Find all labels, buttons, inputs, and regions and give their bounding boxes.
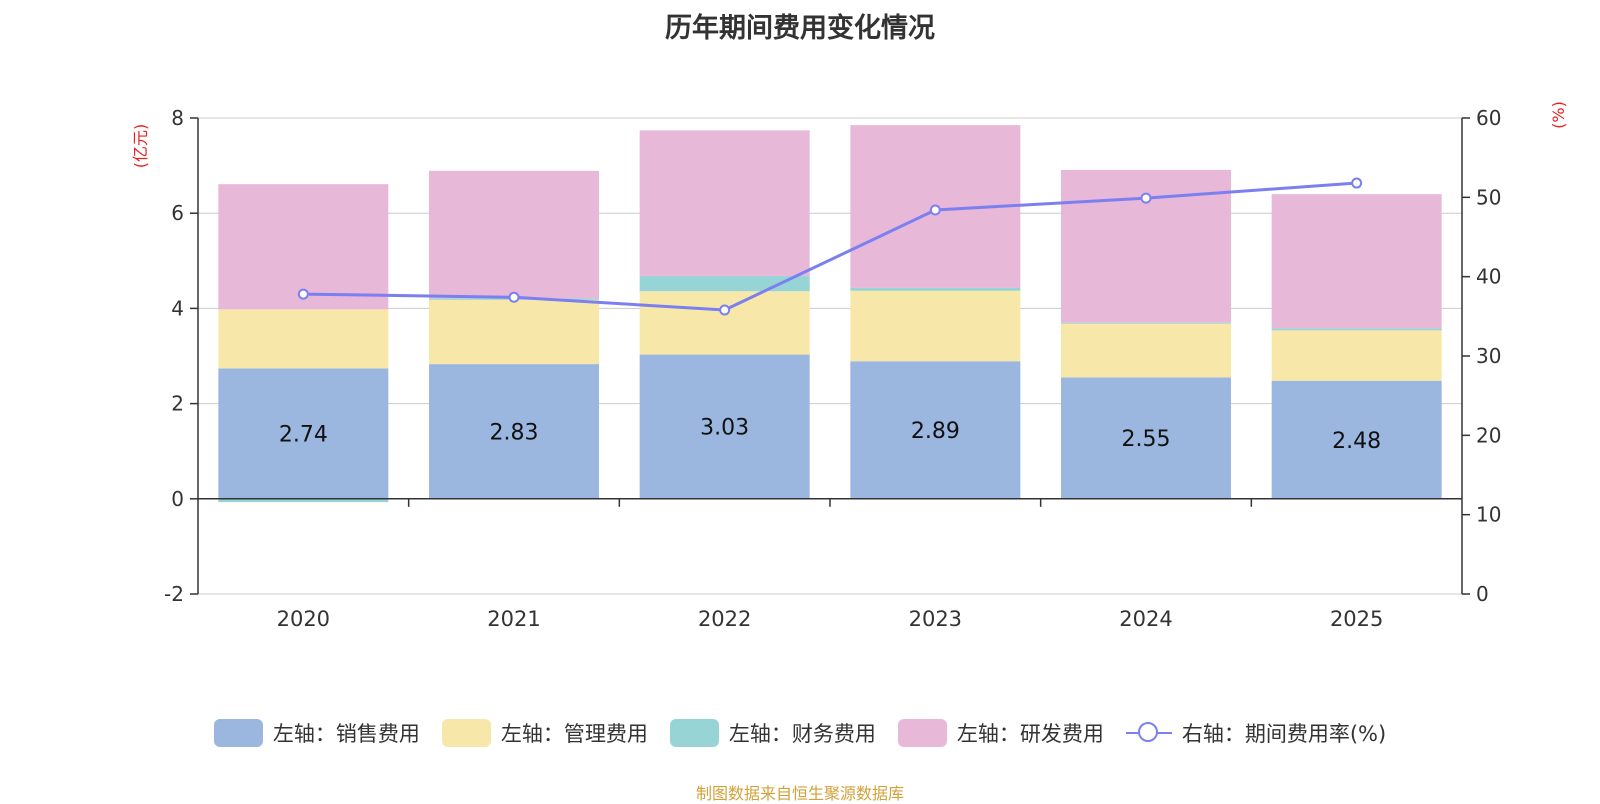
bar-2025-series-3 bbox=[1271, 194, 1442, 329]
bar-2024-series-0 bbox=[1061, 377, 1231, 499]
right-tick-label: 30 bbox=[1476, 344, 1501, 368]
bar-2021-series-1 bbox=[429, 299, 599, 365]
bar-2020-series-1 bbox=[218, 309, 389, 369]
data-label: 2.89 bbox=[911, 419, 960, 444]
data-label: 3.03 bbox=[700, 416, 749, 441]
x-tick-label: 2021 bbox=[487, 607, 540, 631]
left-tick-label: 6 bbox=[171, 201, 184, 225]
legend-item-finance[interactable]: 左轴：财务费用 bbox=[669, 718, 876, 748]
legend-label-finance: 左轴：财务费用 bbox=[728, 722, 876, 746]
bar-2025-series-1 bbox=[1271, 330, 1442, 381]
bar-2022-series-0 bbox=[639, 354, 810, 499]
chart-canvas: -2 0 2 4 6 8 0 10 20 30 40 50 60 2020 2021 2022 2023 2024… bbox=[131, 101, 1568, 631]
left-tick-label: 8 bbox=[171, 106, 184, 130]
legend: 左轴：销售费用 左轴：管理费用 左轴：财务费用 左轴：研发费用 右轴：期间费用率… bbox=[0, 718, 1600, 748]
left-axis-unit-label: (亿元) bbox=[131, 124, 150, 169]
bar-2023-series-1 bbox=[850, 290, 1021, 362]
right-tick-label: 10 bbox=[1476, 503, 1501, 527]
legend-label-admin: 左轴：管理费用 bbox=[500, 722, 648, 746]
bar-2021-series-0 bbox=[429, 364, 599, 499]
bar-2020-series-2 bbox=[218, 498, 389, 503]
legend-swatch-finance bbox=[669, 719, 719, 747]
rate-point bbox=[1351, 177, 1363, 189]
bar-2021-series-3 bbox=[429, 170, 599, 299]
right-tick-label: 0 bbox=[1476, 582, 1489, 606]
legend-item-sales[interactable]: 左轴：销售费用 bbox=[213, 718, 420, 748]
bar-2025-series-0 bbox=[1271, 380, 1442, 499]
bar-2023-series-0 bbox=[850, 361, 1021, 499]
legend-label-rd: 左轴：研发费用 bbox=[956, 722, 1104, 746]
legend-swatch-rd bbox=[897, 719, 947, 747]
source-note: 制图数据来自恒生聚源数据库 bbox=[695, 784, 904, 803]
left-tick-label: -2 bbox=[164, 582, 184, 606]
chart-title: 历年期间费用变化情况 bbox=[665, 13, 935, 44]
data-label: 2.55 bbox=[1122, 427, 1171, 452]
left-tick-label: 4 bbox=[171, 296, 184, 320]
left-tick-label: 2 bbox=[171, 392, 184, 416]
bar-2023-series-2 bbox=[850, 287, 1021, 291]
x-tick-label: 2023 bbox=[909, 607, 962, 631]
legend-label-sales: 左轴：销售费用 bbox=[272, 722, 420, 746]
right-tick-label: 40 bbox=[1476, 265, 1501, 289]
right-tick-label: 50 bbox=[1476, 185, 1501, 209]
legend-item-rate[interactable]: 右轴：期间费用率(%) bbox=[1125, 718, 1387, 748]
x-tick-label: 2025 bbox=[1330, 607, 1383, 631]
rate-point bbox=[719, 304, 731, 316]
legend-swatch-admin bbox=[441, 719, 491, 747]
x-tick-label: 2024 bbox=[1119, 607, 1172, 631]
bar-2022-series-2 bbox=[639, 276, 810, 292]
left-tick-label: 0 bbox=[171, 487, 184, 511]
data-label: 2.48 bbox=[1332, 429, 1381, 454]
rate-point bbox=[297, 288, 309, 300]
legend-item-rd[interactable]: 左轴：研发费用 bbox=[897, 718, 1104, 748]
rate-line-path bbox=[303, 181, 1357, 312]
legend-label-rate: 右轴：期间费用率(%) bbox=[1181, 722, 1387, 746]
axes: -2 0 2 4 6 8 0 10 20 30 40 50 60 2020 2021 2022 2023 2024… bbox=[131, 101, 1568, 631]
rate-point bbox=[929, 204, 941, 216]
x-tick-label: 2020 bbox=[277, 607, 330, 631]
bar-2020-series-0 bbox=[218, 368, 389, 499]
rate-point bbox=[1140, 192, 1152, 204]
bar-groups bbox=[218, 125, 1442, 503]
rate-point bbox=[508, 291, 520, 303]
data-label: 2.74 bbox=[279, 423, 328, 448]
legend-item-admin[interactable]: 左轴：管理费用 bbox=[441, 718, 648, 748]
bar-2022-series-3 bbox=[639, 130, 810, 277]
data-labels: 2.74 2.83 3.03 2.89 2.55 2.48 bbox=[279, 416, 1381, 454]
legend-line-marker-icon bbox=[1125, 719, 1172, 747]
data-label: 2.83 bbox=[490, 420, 539, 445]
bar-2022-series-1 bbox=[639, 291, 810, 355]
legend-swatch-sales bbox=[213, 719, 263, 747]
bar-2024-series-1 bbox=[1061, 323, 1231, 378]
bar-2020-series-3 bbox=[218, 184, 389, 310]
rate-line bbox=[297, 177, 1363, 316]
x-tick-label: 2022 bbox=[698, 607, 751, 631]
right-tick-label: 60 bbox=[1476, 106, 1501, 130]
bar-2024-series-2 bbox=[1061, 322, 1231, 324]
right-axis-unit-label: (%) bbox=[1549, 101, 1568, 129]
right-tick-label: 20 bbox=[1476, 423, 1501, 447]
bar-2025-series-2 bbox=[1271, 328, 1442, 331]
